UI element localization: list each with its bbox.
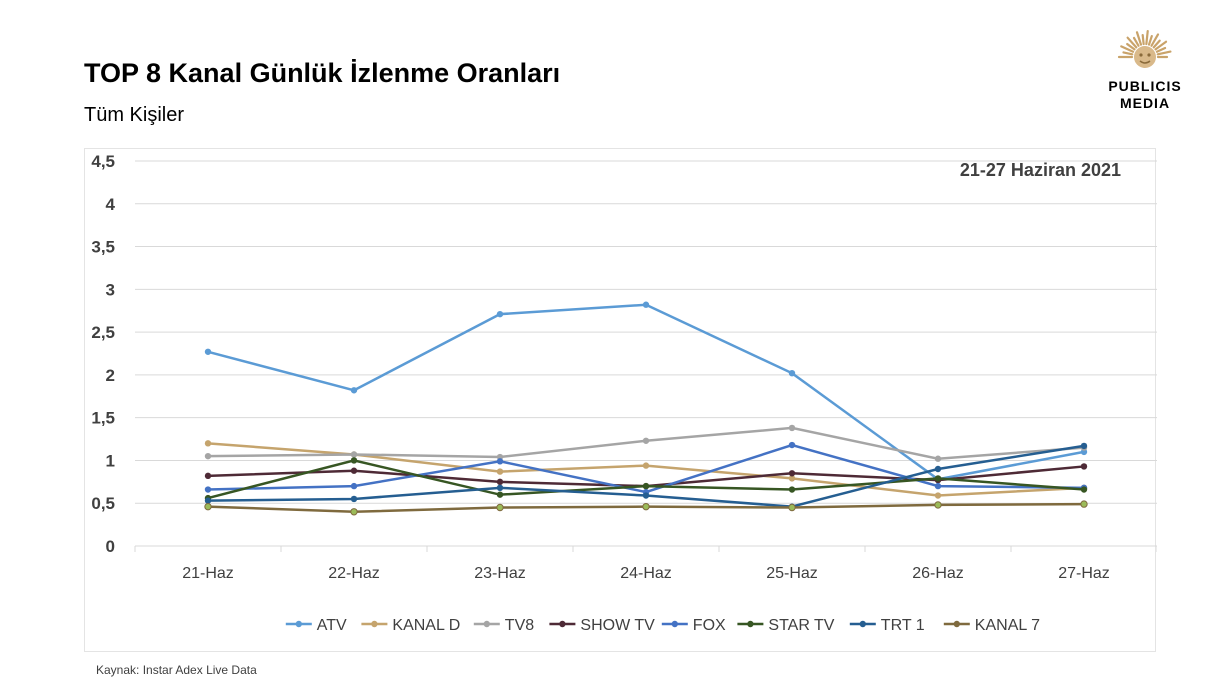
y-tick-label: 3,5 xyxy=(91,238,115,257)
legend-marker xyxy=(559,620,566,628)
y-tick-label: 1,5 xyxy=(91,409,115,428)
data-point xyxy=(350,387,358,394)
data-point xyxy=(204,502,212,511)
data-point xyxy=(1080,500,1088,508)
data-point xyxy=(496,484,504,492)
legend-label: ATV xyxy=(317,617,347,634)
data-point xyxy=(204,452,212,460)
data-point xyxy=(496,310,504,318)
data-point xyxy=(350,495,358,503)
data-point xyxy=(496,468,504,475)
legend-label: TRT 1 xyxy=(881,617,925,634)
y-tick-label: 0 xyxy=(106,537,115,556)
page-subtitle: Tüm Kişiler xyxy=(84,104,185,126)
data-point xyxy=(934,455,942,462)
sun-lion-logo-icon xyxy=(1117,30,1172,68)
legend-label: KANAL 7 xyxy=(975,617,1040,634)
legend-label: TV8 xyxy=(505,617,534,634)
y-tick-label: 0,5 xyxy=(91,494,115,513)
legend-label: SHOW TV xyxy=(580,617,655,634)
x-tick-label: 23-Haz xyxy=(474,565,526,582)
legend-label: KANAL D xyxy=(392,617,460,634)
legend-marker xyxy=(953,620,960,628)
publicis-media-logo: PUBLICIS MEDIA xyxy=(1092,30,1198,120)
legend-marker xyxy=(295,620,302,628)
data-point xyxy=(496,491,504,498)
y-tick-label: 4 xyxy=(106,195,116,214)
x-tick-label: 26-Haz xyxy=(912,565,964,582)
data-point xyxy=(496,503,504,512)
data-point xyxy=(788,441,796,449)
data-point xyxy=(204,348,212,355)
data-point xyxy=(642,502,650,511)
x-tick-label: 27-Haz xyxy=(1058,565,1110,582)
data-point xyxy=(642,301,650,308)
y-tick-label: 1 xyxy=(106,451,115,470)
source-note: Kaynak: Instar Adex Live Data xyxy=(96,663,257,677)
data-point xyxy=(788,424,796,432)
data-point xyxy=(788,503,796,512)
data-point xyxy=(350,451,358,458)
data-point xyxy=(642,462,650,469)
data-point xyxy=(204,497,212,504)
logo-text-publicis: PUBLICIS xyxy=(1108,78,1182,94)
x-tick-label: 25-Haz xyxy=(766,565,818,582)
legend-marker xyxy=(859,620,866,628)
data-point xyxy=(204,472,212,480)
legend-label: FOX xyxy=(693,617,726,634)
x-tick-label: 21-Haz xyxy=(182,565,234,582)
y-tick-label: 3 xyxy=(106,280,115,299)
x-tick-label: 24-Haz xyxy=(620,565,672,582)
legend-marker xyxy=(483,620,490,628)
data-point xyxy=(1080,442,1088,450)
legend-label: STAR TV xyxy=(768,617,834,634)
data-point xyxy=(934,465,942,473)
legend-marker xyxy=(671,620,678,628)
legend-marker xyxy=(747,620,754,628)
data-point xyxy=(350,482,358,490)
data-point xyxy=(788,486,796,493)
y-tick-label: 2,5 xyxy=(91,323,115,342)
data-point xyxy=(934,501,942,509)
data-point xyxy=(204,486,212,493)
date-range-annotation: 21-27 Haziran 2021 xyxy=(960,160,1121,180)
data-point xyxy=(1080,463,1088,470)
data-point xyxy=(642,482,650,490)
page-title: TOP 8 Kanal Günlük İzlenme Oranları xyxy=(84,58,561,88)
data-point xyxy=(788,470,796,477)
data-point xyxy=(934,482,942,490)
y-tick-label: 4,5 xyxy=(91,152,115,171)
data-point xyxy=(642,492,650,499)
data-point xyxy=(788,369,796,377)
data-point xyxy=(1080,486,1088,493)
x-tick-label: 22-Haz xyxy=(328,565,380,582)
line-chart: 0 0,5 1 1,5 2 2,5 3 3,5 4 4,5 21-Haz 22-Haz 23-Haz 24… xyxy=(91,152,1157,634)
data-point xyxy=(496,478,504,486)
chart-area: 0 0,5 1 1,5 2 2,5 3 3,5 4 4,5 21-Haz 22-Haz 23-Haz 24… xyxy=(84,148,1157,652)
data-point xyxy=(350,467,358,474)
logo-text-media: MEDIA xyxy=(1119,95,1171,111)
data-point xyxy=(934,492,942,499)
data-point xyxy=(204,440,212,447)
data-point xyxy=(934,475,942,482)
data-point xyxy=(642,437,650,444)
data-point xyxy=(350,508,358,516)
y-tick-label: 2 xyxy=(106,366,115,385)
data-point xyxy=(496,458,504,465)
data-point xyxy=(788,475,796,482)
legend-marker xyxy=(371,620,378,628)
data-point xyxy=(350,457,358,464)
